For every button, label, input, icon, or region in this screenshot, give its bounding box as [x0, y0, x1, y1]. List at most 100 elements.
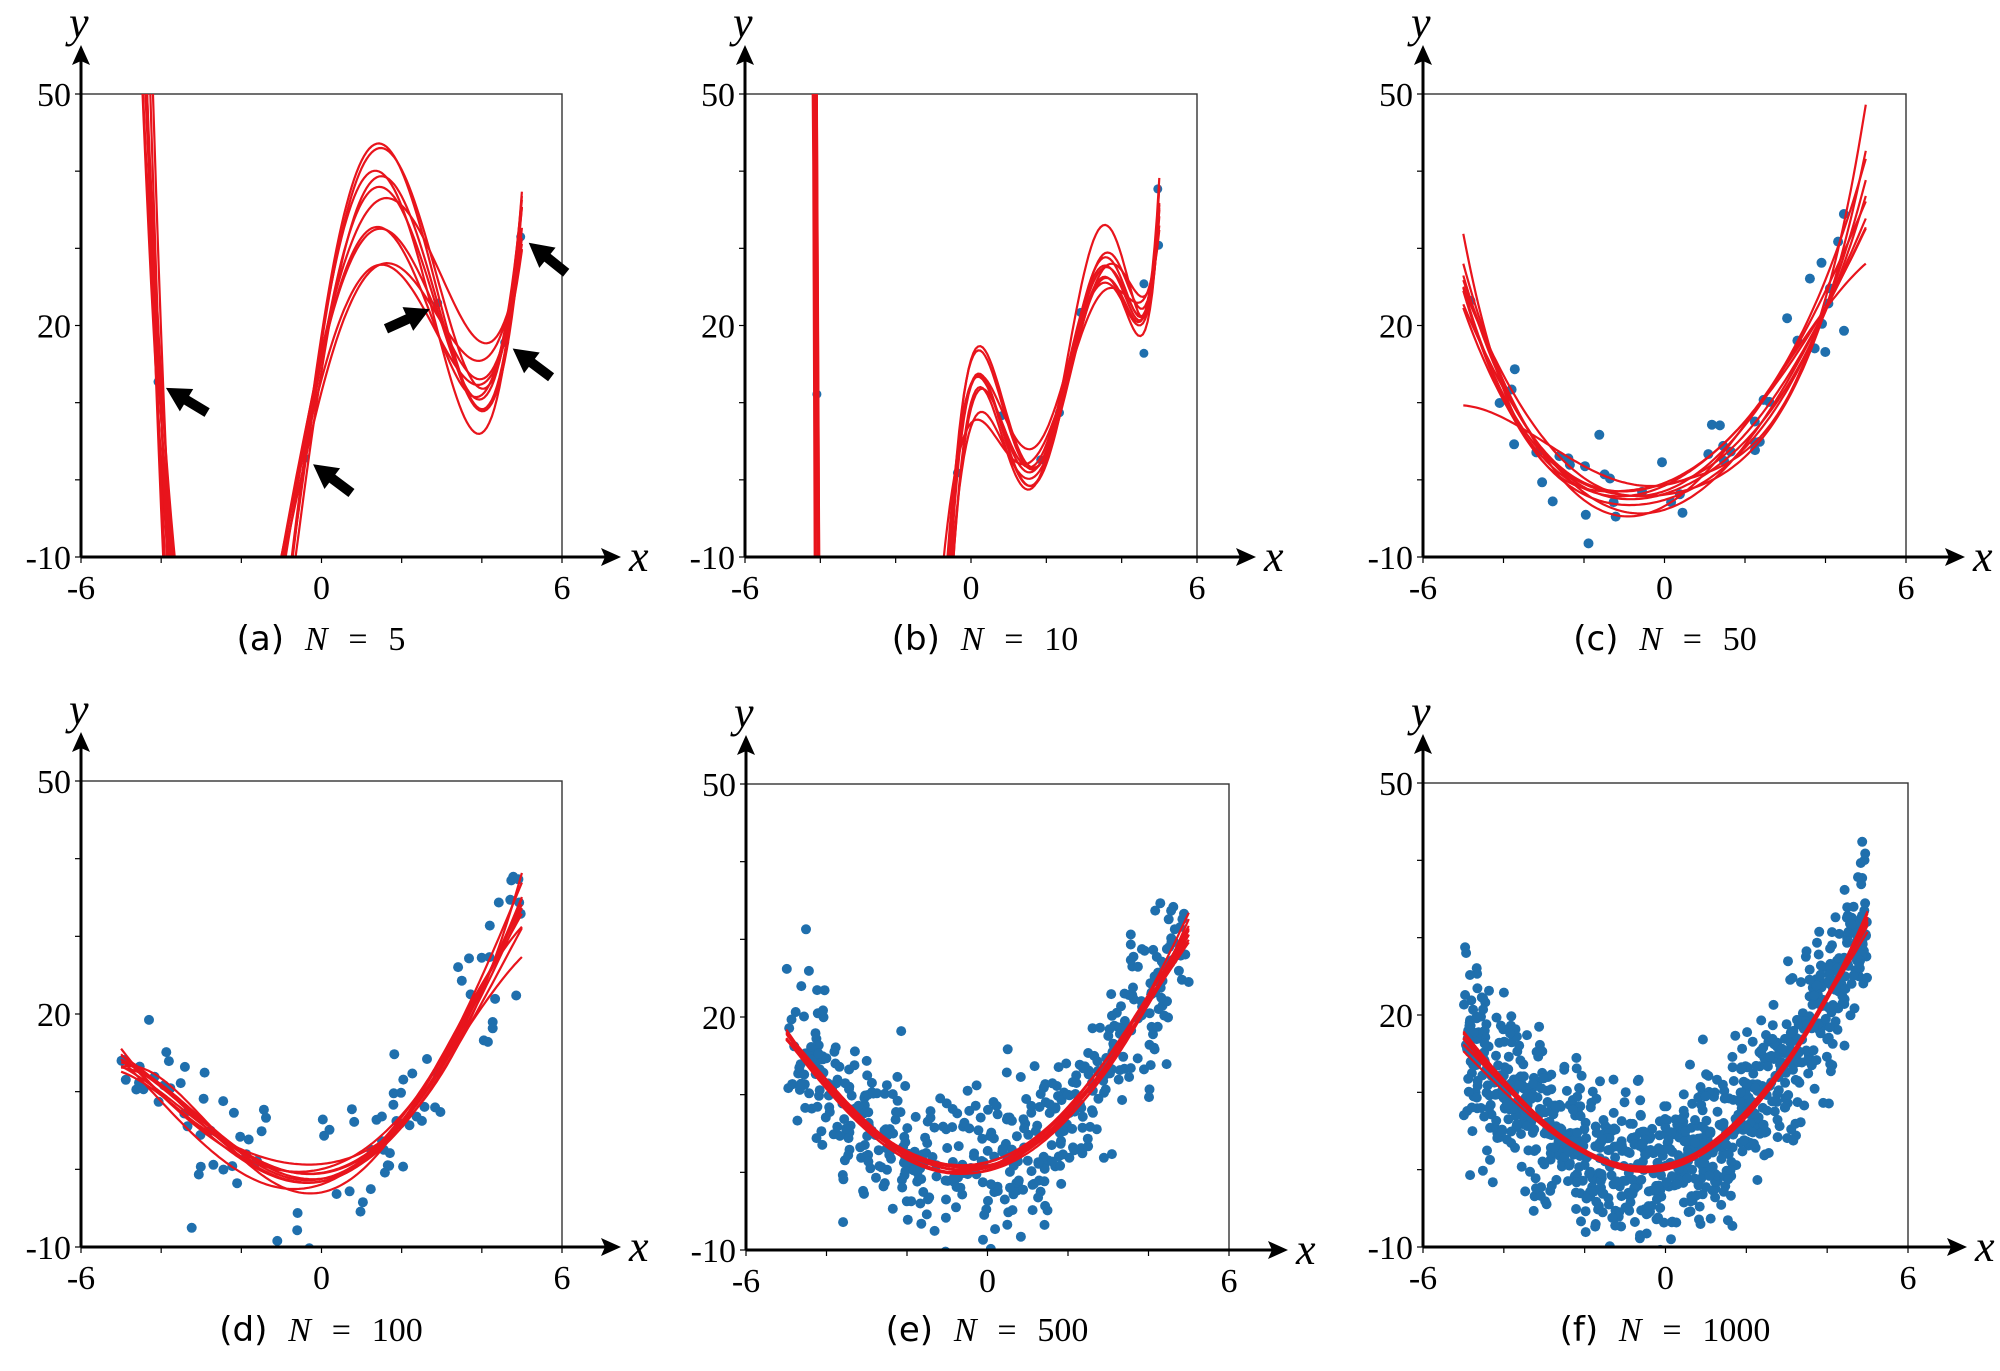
data-point — [1484, 985, 1494, 996]
data-point — [803, 965, 814, 976]
data-point — [1494, 1037, 1505, 1048]
data-point — [1839, 999, 1850, 1009]
data-point — [1853, 872, 1863, 883]
data-point — [404, 1120, 415, 1131]
data-point — [859, 1188, 869, 1199]
data-point — [1854, 958, 1865, 969]
data-point — [1034, 1175, 1045, 1186]
data-point — [1827, 1038, 1838, 1049]
data-point — [199, 1067, 210, 1078]
data-point — [973, 1125, 984, 1136]
data-point — [1714, 420, 1725, 431]
data-point — [784, 1023, 795, 1034]
data-point — [1716, 1199, 1727, 1210]
data-point — [508, 871, 519, 882]
fitted-curve — [811, 94, 1161, 557]
data-point — [1611, 1176, 1622, 1187]
x-tick-label: 6 — [1898, 570, 1915, 607]
data-point — [232, 1178, 243, 1189]
fitted-curve — [120, 956, 523, 1182]
data-point — [1494, 398, 1505, 408]
data-point — [1485, 1154, 1495, 1165]
panel-caption: (f) N = 1000 — [1560, 1310, 1771, 1350]
data-point — [1815, 969, 1826, 980]
data-point — [953, 1141, 964, 1152]
data-point — [1750, 1082, 1761, 1093]
panel-caption: (b) N = 10 — [892, 619, 1078, 659]
data-point — [292, 1225, 303, 1236]
data-point — [1001, 1067, 1012, 1078]
data-point — [1476, 1103, 1486, 1113]
data-point — [487, 1023, 498, 1034]
data-point — [1003, 1207, 1014, 1218]
y-tick-label: 20 — [37, 309, 71, 346]
data-point — [1497, 1126, 1508, 1137]
data-point — [804, 1088, 815, 1099]
data-point — [1685, 1059, 1695, 1070]
data-point — [1595, 1076, 1605, 1087]
data-point — [1166, 933, 1177, 944]
fitted-curve — [120, 872, 523, 1166]
x-tick-label: 6 — [554, 1260, 571, 1297]
y-tick-label: 50 — [37, 77, 71, 114]
caption-eq: = — [1004, 621, 1023, 658]
data-point — [843, 1150, 854, 1161]
data-point — [1053, 1062, 1064, 1073]
data-point — [511, 990, 522, 1001]
x-tick-label: 6 — [1221, 1263, 1238, 1300]
data-point — [1726, 1156, 1737, 1167]
data-point — [1030, 1126, 1041, 1136]
data-point — [964, 1123, 975, 1134]
data-point — [812, 985, 823, 996]
data-point — [1530, 1173, 1541, 1184]
data-point — [1686, 1191, 1697, 1202]
data-point — [1478, 1004, 1489, 1015]
fitted-curve — [149, 94, 523, 557]
data-point — [1029, 1061, 1040, 1072]
data-point — [1824, 969, 1835, 980]
x-axis-arrowhead — [1236, 548, 1256, 566]
y-tick-label: 20 — [1379, 998, 1413, 1035]
data-point — [1752, 1175, 1763, 1185]
fitted-curve — [120, 896, 523, 1173]
data-point — [1511, 1119, 1522, 1130]
data-point — [1712, 1074, 1722, 1085]
data-point — [1661, 1177, 1672, 1188]
y-tick-label: 20 — [1379, 309, 1413, 346]
data-point — [910, 1111, 921, 1122]
data-point — [1082, 1133, 1093, 1144]
data-point — [1687, 1164, 1698, 1175]
data-point — [1467, 1126, 1478, 1137]
panel-f: x y -6 0 6 50 20 -10 (f) N = 1000 — [1368, 687, 1995, 1350]
data-point — [790, 1007, 801, 1017]
x-tick-label: 6 — [554, 570, 571, 607]
data-point — [925, 1112, 936, 1123]
data-point — [1040, 1200, 1051, 1211]
data-point — [1575, 1083, 1585, 1094]
data-point — [1026, 1100, 1037, 1111]
data-point — [1690, 1137, 1701, 1148]
fitted-curve — [1462, 150, 1867, 498]
data-point — [1610, 1124, 1621, 1135]
data-point — [1572, 1127, 1583, 1138]
data-point — [1145, 1060, 1156, 1071]
caption-value: 10 — [1044, 621, 1078, 658]
data-point — [1465, 970, 1475, 980]
y-axis-label: y — [1407, 0, 1431, 47]
data-point — [1567, 1104, 1578, 1115]
data-point — [419, 1101, 430, 1112]
data-point — [1830, 912, 1841, 923]
data-point — [1839, 1040, 1850, 1051]
data-point — [1699, 1158, 1710, 1168]
x-axis-arrowhead — [601, 1238, 621, 1256]
data-point — [1627, 1188, 1638, 1199]
data-point — [1612, 1141, 1623, 1152]
data-point — [1767, 1020, 1778, 1031]
data-point — [1860, 898, 1871, 909]
x-tick-label: 0 — [963, 570, 980, 607]
data-point — [1522, 1121, 1533, 1131]
data-point — [818, 1005, 828, 1016]
data-point — [1098, 1152, 1109, 1163]
data-point — [1119, 1016, 1130, 1026]
data-point — [853, 1100, 864, 1111]
